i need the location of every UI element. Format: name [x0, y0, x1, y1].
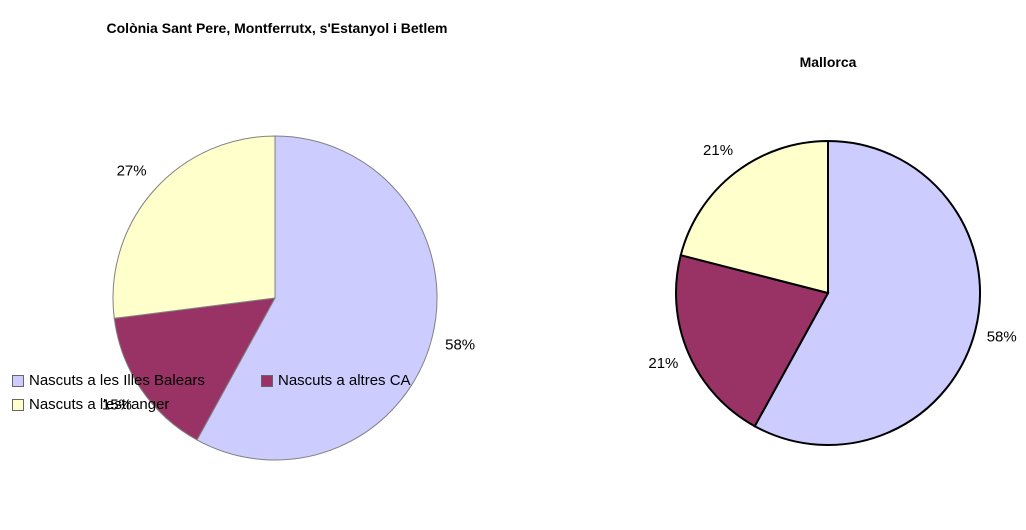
- data-label: 58%: [445, 337, 475, 354]
- data-label: 27%: [117, 163, 147, 180]
- data-label: 21%: [703, 142, 733, 159]
- legend-swatch: [261, 374, 273, 387]
- legend-label: Nascuts a les Illes Balears: [29, 372, 205, 389]
- pie-slice: [679, 139, 829, 295]
- legend-swatch: [12, 398, 24, 411]
- legend-item: Nascuts a l'estranger: [12, 396, 169, 413]
- legend-item: Nascuts a les Illes Balears: [12, 372, 205, 389]
- pie-slice: [113, 297, 276, 441]
- pie-slice: [196, 135, 438, 461]
- legend-item: Nascuts a altres CA: [261, 372, 411, 389]
- chart-title: Mallorca: [799, 54, 857, 70]
- data-label: 58%: [987, 329, 1017, 346]
- pie-slice: [675, 253, 830, 428]
- data-label: 21%: [648, 355, 678, 372]
- legend-label: Nascuts a altres CA: [278, 372, 411, 389]
- legend-label: Nascuts a l'estranger: [29, 396, 170, 413]
- legend-swatch: [12, 374, 24, 387]
- pie-slice: [112, 135, 276, 319]
- pie-slice: [753, 139, 981, 446]
- data-label: 15%: [102, 396, 132, 413]
- chart-title: Colònia Sant Pere, Montferrutx, s'Estany…: [106, 20, 448, 36]
